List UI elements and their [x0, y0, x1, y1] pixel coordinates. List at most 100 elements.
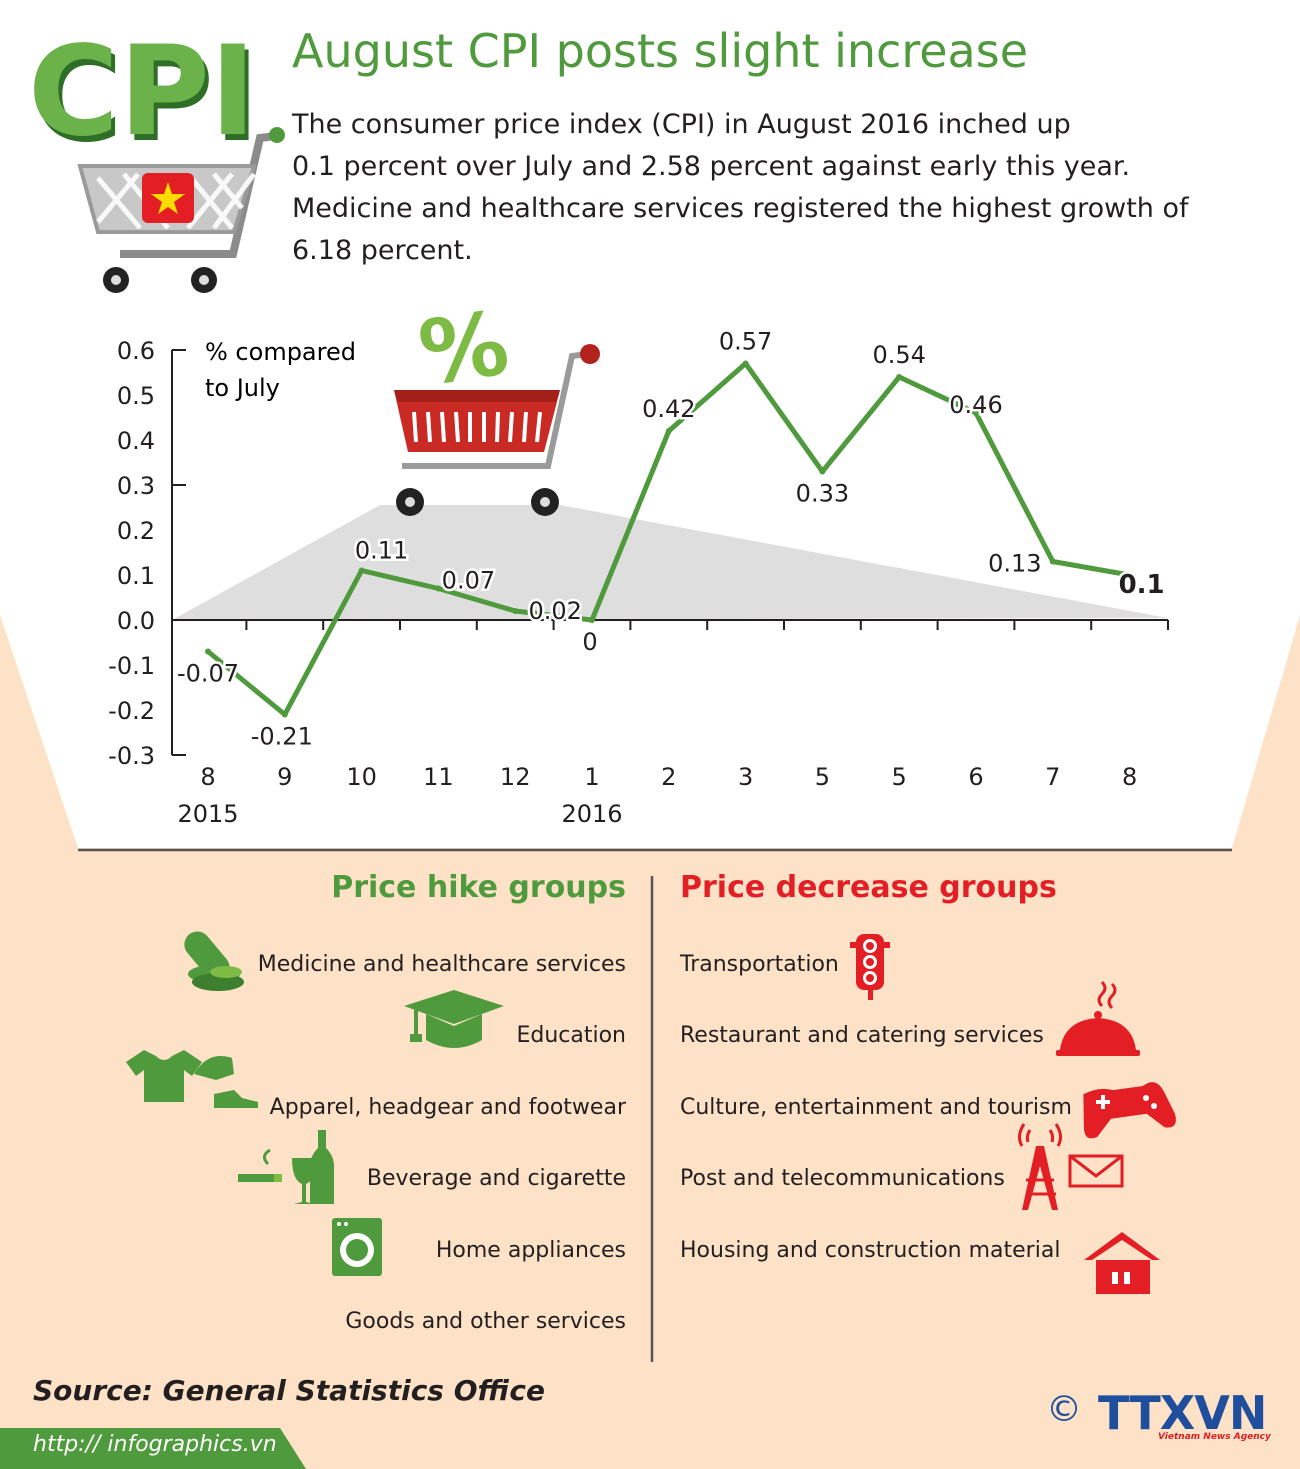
data-point: [205, 648, 211, 655]
y-tick-label: 0.5: [117, 382, 155, 410]
x-tick-label: 3: [738, 763, 753, 791]
intro-line: The consumer price index (CPI) in August…: [292, 109, 1071, 140]
data-point: [1049, 558, 1056, 565]
x-tick-label: 6: [968, 763, 983, 791]
footer-url[interactable]: http:// infographics.vn: [33, 1432, 277, 1457]
data-point: [973, 410, 979, 416]
y-tick-label: -0.3: [108, 742, 155, 770]
y-tick-label: 0.2: [117, 517, 155, 545]
graduation-cap-icon: [404, 990, 504, 1048]
y-tick-labels: 0.6 0.5 0.4 0.3 0.2 0.1 0.0 -0.1 -0.2 -0.3: [108, 337, 155, 770]
pills-icon: [184, 931, 244, 991]
page-title: August CPI posts slight increase: [292, 24, 1028, 78]
shopping-cart-icon: [77, 127, 285, 293]
x-tick-label: 8: [200, 763, 215, 791]
data-point: [665, 428, 672, 434]
x-tick-label: 12: [500, 763, 531, 791]
data-label: 0.02: [528, 597, 581, 625]
hike-item: Goods and other services: [345, 1309, 626, 1334]
x-tick-label: 2: [661, 763, 676, 791]
x-tick-label: 5: [815, 763, 830, 791]
y-tick-label: 0.1: [117, 562, 155, 590]
x-tick-label: 11: [423, 763, 454, 791]
data-point: [281, 711, 288, 718]
data-point: [512, 608, 519, 614]
year-label: 2016: [561, 800, 622, 828]
y-tick-label: -0.2: [108, 697, 155, 725]
data-label: 0.46: [949, 391, 1002, 419]
y-tick-label: -0.1: [108, 652, 155, 680]
decrease-icons: [850, 934, 1176, 1294]
antenna-envelope-icon: [1017, 1123, 1124, 1210]
cpi-cart-logo: CPI CPI: [28, 20, 285, 293]
x-tick-label: 7: [1045, 763, 1060, 791]
house-icon: [1084, 1232, 1160, 1294]
source-note: Source: General Statistics Office: [33, 1374, 545, 1407]
data-label: -0.21: [251, 723, 313, 751]
cpi-logo-text: CPI: [28, 20, 256, 164]
cpi-logo-shadow: CPI: [32, 26, 260, 170]
data-point: [589, 617, 595, 623]
hike-icons: [126, 931, 504, 1276]
decrease-item: Post and telecommunications: [680, 1166, 1005, 1191]
data-label: 0.57: [719, 328, 772, 356]
data-label: 0.54: [872, 341, 925, 369]
data-label: 0.33: [796, 480, 849, 508]
x-tick-label: 10: [346, 763, 377, 791]
decrease-heading: Price decrease groups: [680, 870, 1057, 905]
x-tick-label: 9: [277, 763, 292, 791]
data-label: 0.11: [355, 537, 408, 565]
x-tick-label: 8: [1122, 763, 1137, 791]
traffic-light-icon: [850, 934, 890, 1000]
y-tick-label: 0.4: [117, 427, 155, 455]
data-label: 0.13: [988, 550, 1041, 578]
x-tick-label: 1: [584, 763, 599, 791]
y-tick-label: 0.6: [117, 337, 155, 365]
x-tick-label: 5: [892, 763, 907, 791]
y-tick-label: 0.0: [117, 607, 155, 635]
washing-machine-icon: [332, 1218, 382, 1276]
data-label: 0.1: [1119, 570, 1165, 600]
percent-badge: %: [413, 291, 515, 405]
data-point: [358, 567, 365, 574]
agency-subtitle: Vietnam News Agency: [1158, 1432, 1271, 1442]
food-cloche-icon: [1056, 980, 1140, 1056]
intro-line: 6.18 percent.: [292, 235, 473, 266]
intro-line: Medicine and healthcare services registe…: [292, 193, 1189, 224]
tshirt-cap-shoe-icon: [126, 1050, 258, 1108]
data-point: [819, 468, 826, 475]
data-point: [742, 360, 749, 367]
hike-heading: Price hike groups: [331, 870, 626, 905]
decrease-item: Transportation: [680, 952, 839, 977]
data-label: -0.07: [177, 660, 239, 688]
star-flag-icon: [151, 182, 185, 214]
intro-text: The consumer price index (CPI) in August…: [292, 104, 1282, 272]
data-point: [1126, 572, 1133, 578]
cpi-line-chart: 0.60.50.40.30.20.10.0-0.1-0.2-0.3 8 9 10 11…: [108, 291, 1169, 828]
data-point: [896, 374, 903, 380]
year-label: 2015: [177, 800, 238, 828]
decrease-item: Housing and construction material: [680, 1238, 1061, 1263]
y-axis-label: % compared to July: [205, 338, 356, 402]
gamepad-icon: [1083, 1082, 1176, 1139]
data-labels: -0.07 -0.21 0.11 0.07 0.020 0.42 0.57 0.33 0.54 0…: [174, 325, 1167, 753]
intro-line: 0.1 percent over July and 2.58 percent a…: [292, 151, 1131, 182]
copyright-symbol: ©: [1046, 1389, 1082, 1430]
decrease-item: Restaurant and catering services: [680, 1023, 1044, 1048]
data-label: 0.42: [642, 395, 695, 423]
data-label: 0.07: [442, 567, 495, 595]
hike-item: Education: [516, 1023, 626, 1048]
data-label: 0: [582, 628, 597, 656]
data-points: [205, 360, 1133, 718]
red-cart-icon: %: [394, 291, 600, 516]
cigarette-bottle-icon: [238, 1130, 334, 1204]
hike-item: Home appliances: [435, 1238, 626, 1263]
data-point: [435, 585, 442, 592]
agency-logo: TTXVN: [1098, 1386, 1267, 1440]
cart-shadow: [172, 505, 1168, 620]
decrease-item: Culture, entertainment and tourism: [680, 1095, 1072, 1120]
y-tick-label: 0.3: [117, 472, 155, 500]
hike-item: Apparel, headgear and footwear: [269, 1095, 626, 1120]
